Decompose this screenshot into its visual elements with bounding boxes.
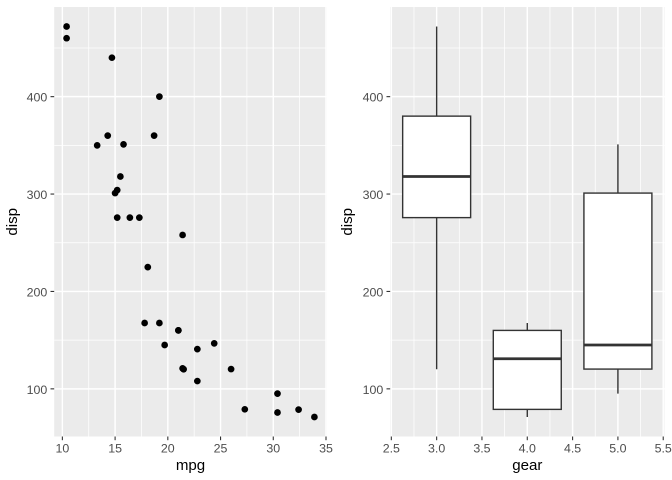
svg-text:30: 30 [266, 441, 280, 455]
svg-text:200: 200 [27, 285, 48, 299]
svg-text:400: 400 [363, 91, 384, 105]
svg-text:10: 10 [55, 441, 69, 455]
svg-text:20: 20 [161, 441, 175, 455]
svg-text:300: 300 [363, 188, 384, 202]
svg-text:25: 25 [214, 441, 228, 455]
svg-text:3.0: 3.0 [428, 441, 445, 455]
svg-text:100: 100 [27, 383, 48, 397]
svg-text:300: 300 [27, 188, 48, 202]
svg-text:disp: disp [339, 208, 356, 236]
svg-text:400: 400 [27, 91, 48, 105]
svg-text:4.0: 4.0 [519, 441, 536, 455]
svg-text:disp: disp [4, 208, 21, 236]
svg-text:200: 200 [363, 285, 384, 299]
svg-text:2.5: 2.5 [383, 441, 400, 455]
svg-text:35: 35 [319, 441, 333, 455]
svg-text:15: 15 [108, 441, 122, 455]
svg-text:5.0: 5.0 [609, 441, 626, 455]
svg-text:mpg: mpg [176, 457, 205, 474]
svg-text:gear: gear [512, 457, 542, 474]
svg-text:3.5: 3.5 [473, 441, 490, 455]
svg-text:4.5: 4.5 [564, 441, 581, 455]
svg-text:5.5: 5.5 [655, 441, 672, 455]
svg-text:100: 100 [363, 383, 384, 397]
